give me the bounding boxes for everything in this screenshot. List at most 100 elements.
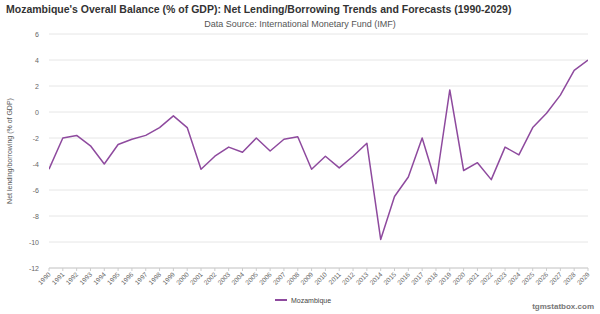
x-tick bbox=[90, 268, 91, 271]
y-tick-label: -6 bbox=[33, 187, 39, 194]
x-tick bbox=[131, 268, 132, 271]
x-tick bbox=[560, 268, 561, 271]
x-tick-label: 1992 bbox=[64, 270, 79, 285]
grid bbox=[49, 34, 588, 268]
x-tick bbox=[325, 268, 326, 271]
x-tick bbox=[588, 268, 589, 271]
x-tick-label: 2019 bbox=[437, 270, 452, 285]
chart-svg: Mozambique's Overall Balance (% of GDP):… bbox=[0, 0, 600, 314]
x-tick bbox=[297, 268, 298, 271]
x-axis-line bbox=[49, 268, 588, 269]
x-tick bbox=[463, 268, 464, 271]
x-tick-label: 2025 bbox=[520, 270, 535, 285]
x-tick-label: 2027 bbox=[548, 270, 563, 285]
x-tick bbox=[353, 268, 354, 271]
x-tick-label: 2003 bbox=[216, 270, 231, 285]
x-tick bbox=[49, 268, 50, 271]
x-tick-label: 2022 bbox=[479, 270, 494, 285]
grid-line bbox=[49, 242, 588, 243]
x-tick bbox=[505, 268, 506, 271]
x-tick bbox=[422, 268, 423, 271]
x-tick-label: 2001 bbox=[189, 270, 204, 285]
grid-line bbox=[49, 34, 588, 35]
x-tick-label: 2014 bbox=[368, 270, 383, 285]
legend-swatch bbox=[275, 299, 287, 301]
x-tick bbox=[491, 268, 492, 271]
x-tick bbox=[518, 268, 519, 271]
x-tick-label: 2000 bbox=[175, 270, 190, 285]
x-tick-label: 2002 bbox=[202, 270, 217, 285]
x-tick bbox=[187, 268, 188, 271]
x-tick-label: 2012 bbox=[341, 270, 356, 285]
y-tick-label: -4 bbox=[33, 161, 39, 168]
x-tick bbox=[532, 268, 533, 271]
grid-line bbox=[49, 112, 588, 113]
x-tick-label: 2016 bbox=[396, 270, 411, 285]
x-tick bbox=[380, 268, 381, 271]
x-tick-label: 2020 bbox=[451, 270, 466, 285]
x-tick bbox=[145, 268, 146, 271]
x-tick bbox=[201, 268, 202, 271]
x-tick bbox=[228, 268, 229, 271]
x-tick-label: 1994 bbox=[92, 270, 107, 285]
x-tick-label: 1997 bbox=[133, 270, 148, 285]
x-tick-label: 2007 bbox=[271, 270, 286, 285]
x-tick-label: 2021 bbox=[465, 270, 480, 285]
x-tick bbox=[546, 268, 547, 271]
x-tick bbox=[62, 268, 63, 271]
grid-line bbox=[49, 268, 588, 269]
y-tick-label: -10 bbox=[29, 239, 39, 246]
y-tick-label: -2 bbox=[33, 135, 39, 142]
x-tick-label: 2011 bbox=[327, 270, 342, 285]
y-tick-label: 2 bbox=[35, 83, 39, 90]
x-tick bbox=[394, 268, 395, 271]
x-tick bbox=[214, 268, 215, 271]
x-tick bbox=[242, 268, 243, 271]
x-tick bbox=[270, 268, 271, 271]
grid-line bbox=[49, 60, 588, 61]
legend: Mozambique bbox=[275, 297, 331, 305]
x-tick bbox=[173, 268, 174, 271]
x-tick bbox=[76, 268, 77, 271]
x-tick-label: 1995 bbox=[106, 270, 121, 285]
x-tick-label: 2010 bbox=[313, 270, 328, 285]
subtitle: Data Source: International Monetary Fund… bbox=[204, 19, 396, 29]
grid-line bbox=[49, 190, 588, 191]
x-tick-label: 1991 bbox=[50, 270, 65, 285]
y-tick-label: 6 bbox=[35, 31, 39, 38]
x-tick-label: 2023 bbox=[493, 270, 508, 285]
x-tick-label: 1990 bbox=[37, 270, 52, 285]
x-tick-label: 2024 bbox=[506, 270, 521, 285]
x-tick bbox=[574, 268, 575, 271]
x-tick bbox=[104, 268, 105, 271]
x-tick bbox=[256, 268, 257, 271]
y-tick-label: 4 bbox=[35, 57, 39, 64]
watermark: tgmstatbox.com bbox=[532, 302, 594, 311]
x-tick-label: 1999 bbox=[161, 270, 176, 285]
x-tick bbox=[159, 268, 160, 271]
x-tick-label: 2005 bbox=[244, 270, 259, 285]
x-tick-label: 2009 bbox=[299, 270, 314, 285]
legend-label: Mozambique bbox=[291, 297, 331, 305]
x-tick bbox=[366, 268, 367, 271]
x-tick bbox=[339, 268, 340, 271]
x-tick bbox=[283, 268, 284, 271]
title: Mozambique's Overall Balance (% of GDP):… bbox=[6, 3, 511, 15]
x-tick-label: 2015 bbox=[382, 270, 397, 285]
y-tick-label: -8 bbox=[33, 213, 39, 220]
grid-line bbox=[49, 86, 588, 87]
x-tick-label: 1996 bbox=[119, 270, 134, 285]
x-tick-label: 2026 bbox=[534, 270, 549, 285]
series-line bbox=[49, 60, 588, 239]
x-tick bbox=[118, 268, 119, 271]
x-tick bbox=[408, 268, 409, 271]
x-tick-label: 2006 bbox=[258, 270, 273, 285]
x-tick-label: 2018 bbox=[424, 270, 439, 285]
grid-line bbox=[49, 216, 588, 217]
plot-area bbox=[49, 60, 588, 239]
y-axis-label: Net lending/borrowing (% of GDP) bbox=[6, 98, 14, 204]
x-tick-label: 2013 bbox=[354, 270, 369, 285]
grid-line bbox=[49, 138, 588, 139]
x-tick-label: 2008 bbox=[285, 270, 300, 285]
x-tick-label: 2028 bbox=[562, 270, 577, 285]
